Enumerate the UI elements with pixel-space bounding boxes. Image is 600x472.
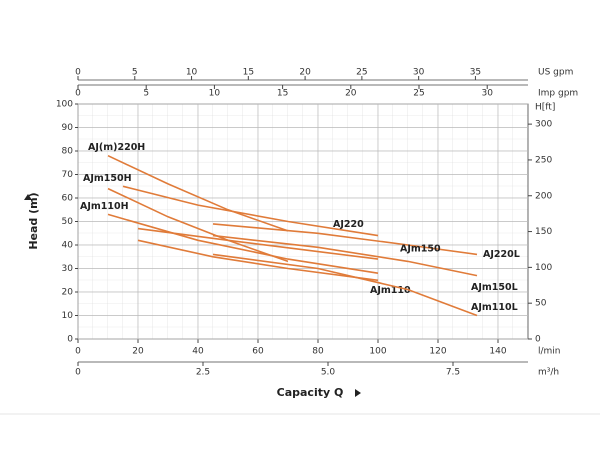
unit-label: m³/h xyxy=(538,368,559,378)
y-tick-label: 30 xyxy=(62,264,74,274)
curve xyxy=(212,234,478,277)
tick-label: 15 xyxy=(277,89,288,99)
y-tick-label: 80 xyxy=(62,147,74,157)
unit-label: l/min xyxy=(538,347,561,357)
tick-label: 20 xyxy=(132,347,144,357)
tick-label: 30 xyxy=(481,89,493,99)
curve xyxy=(137,239,379,282)
tick-label: 0 xyxy=(75,368,81,378)
y2-tick-label: 250 xyxy=(535,155,552,165)
tick-label: 5 xyxy=(143,89,149,99)
tick-label: 100 xyxy=(369,347,386,357)
tick-label: 10 xyxy=(209,89,221,99)
tick-label: 7.5 xyxy=(446,368,460,378)
series-label: AJ220 xyxy=(333,219,364,230)
series-label: AJm150L xyxy=(471,282,518,293)
tick-label: 5 xyxy=(132,68,138,78)
series-label: AJm110H xyxy=(80,201,129,212)
y-tick-label: 50 xyxy=(62,217,74,227)
tick-label: 30 xyxy=(413,68,425,78)
series-label: AJm150 xyxy=(400,244,441,255)
tick-label: 140 xyxy=(489,347,506,357)
series-label: AJm110 xyxy=(370,285,411,296)
tick-label: 15 xyxy=(243,68,254,78)
y2-tick-label: 100 xyxy=(535,263,552,273)
curve xyxy=(107,187,289,263)
y2-tick-label: 50 xyxy=(535,299,547,309)
tick-label: 40 xyxy=(192,347,204,357)
y-tick-label: 20 xyxy=(62,288,74,298)
y-tick-label: 90 xyxy=(62,123,74,133)
series-label: AJ(m)220H xyxy=(88,142,145,153)
y-axis-label: Head (m) xyxy=(27,192,40,249)
tick-label: 60 xyxy=(252,347,264,357)
series-label: AJ220L xyxy=(483,249,520,260)
x-axis-label: Capacity Q xyxy=(277,386,344,399)
unit-label: H[ft] xyxy=(535,103,555,113)
tick-label: 25 xyxy=(356,68,367,78)
tick-label: 0 xyxy=(75,89,81,99)
series-label: AJm110L xyxy=(471,302,518,313)
tick-label: 2.5 xyxy=(196,368,210,378)
tick-label: 25 xyxy=(413,89,424,99)
y-tick-label: 70 xyxy=(62,170,74,180)
tick-label: 120 xyxy=(429,347,446,357)
tick-label: 0 xyxy=(75,347,81,357)
arrow xyxy=(355,389,361,397)
unit-label: US gpm xyxy=(538,68,573,78)
y2-tick-label: 0 xyxy=(535,335,541,345)
curve xyxy=(122,185,379,237)
y2-tick-label: 150 xyxy=(535,227,552,237)
curve xyxy=(107,154,289,232)
tick-label: 80 xyxy=(312,347,324,357)
arrow xyxy=(24,194,32,200)
tick-label: 35 xyxy=(470,68,481,78)
y-tick-label: 60 xyxy=(62,194,74,204)
tick-label: 20 xyxy=(345,89,357,99)
y-tick-label: 40 xyxy=(62,241,74,251)
curve xyxy=(212,223,478,256)
y-tick-label: 10 xyxy=(62,311,74,321)
curve xyxy=(212,253,478,317)
tick-label: 5.0 xyxy=(321,368,336,378)
unit-label: Imp gpm xyxy=(538,89,578,99)
curve xyxy=(107,213,379,274)
y-tick-label: 100 xyxy=(56,100,73,110)
y2-tick-label: 300 xyxy=(535,120,552,130)
y-tick-label: 0 xyxy=(67,335,73,345)
series-label: AJm150H xyxy=(83,173,132,184)
y2-tick-label: 200 xyxy=(535,191,552,201)
tick-label: 10 xyxy=(186,68,198,78)
tick-label: 20 xyxy=(299,68,311,78)
tick-label: 0 xyxy=(75,68,81,78)
curve xyxy=(137,227,379,260)
